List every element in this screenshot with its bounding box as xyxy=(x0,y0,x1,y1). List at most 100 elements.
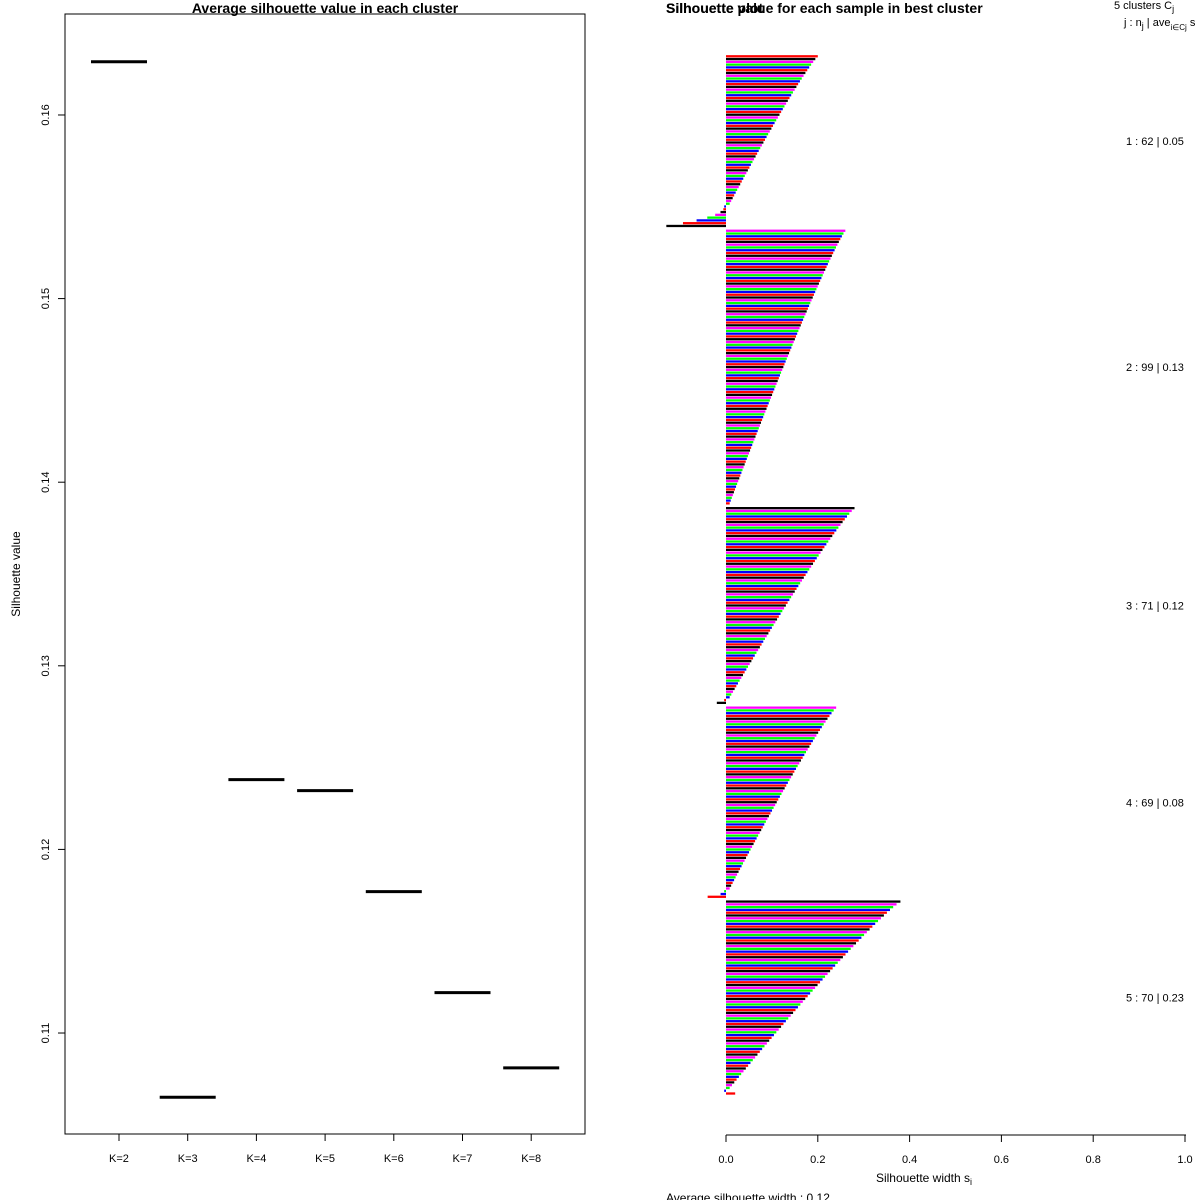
silhouette-bar xyxy=(716,701,726,704)
silhouette-bar xyxy=(726,651,757,654)
silhouette-bar xyxy=(726,562,814,565)
silhouette-bar xyxy=(726,246,836,249)
silhouette-bar xyxy=(726,466,744,469)
silhouette-bar xyxy=(726,174,745,178)
silhouette-bar xyxy=(726,956,843,959)
silhouette-bar xyxy=(726,424,760,427)
silhouette-bar xyxy=(696,219,726,222)
silhouette-bar xyxy=(726,676,742,679)
silhouette-bar xyxy=(726,881,733,885)
silhouette-bar xyxy=(726,989,813,992)
silhouette-bar xyxy=(726,262,828,266)
silhouette-bar xyxy=(726,457,747,460)
silhouette-bar xyxy=(726,834,759,837)
silhouette-bar xyxy=(724,205,726,208)
silhouette-bar xyxy=(726,609,783,613)
silhouette-bar xyxy=(726,745,810,748)
silhouette-bar xyxy=(726,817,768,821)
silhouette-bar xyxy=(726,983,818,987)
silhouette-bar xyxy=(726,714,830,718)
left-x-tick-label: K=6 xyxy=(384,1153,404,1165)
silhouette-bar xyxy=(726,485,737,488)
silhouette-bar xyxy=(726,1081,735,1084)
silhouette-bar xyxy=(726,922,876,925)
silhouette-bar xyxy=(726,607,785,610)
silhouette-bar xyxy=(726,293,814,296)
silhouette-bar xyxy=(726,776,792,779)
silhouette-bar xyxy=(726,870,739,873)
silhouette-bar xyxy=(726,759,801,762)
left-y-tick-label: 0.11 xyxy=(40,1023,52,1044)
silhouette-bar xyxy=(726,237,841,241)
silhouette-bars xyxy=(666,55,901,1095)
silhouette-bar xyxy=(726,787,785,790)
silhouette-bar xyxy=(726,463,745,466)
silhouette-bar xyxy=(726,374,780,377)
silhouette-bar xyxy=(726,421,761,424)
silhouette-bar xyxy=(726,415,764,419)
left-y-tick-label: 0.15 xyxy=(40,288,52,309)
silhouette-bar xyxy=(726,690,733,693)
silhouette-bar xyxy=(726,121,775,125)
silhouette-bar xyxy=(726,340,794,344)
silhouette-bar xyxy=(724,1089,726,1092)
silhouette-bar xyxy=(726,859,745,862)
silhouette-bar xyxy=(726,939,859,942)
silhouette-bar xyxy=(726,285,818,288)
silhouette-bar xyxy=(726,873,738,876)
silhouette-bar xyxy=(726,764,798,768)
silhouette-bar xyxy=(726,848,751,851)
silhouette-bar xyxy=(726,634,767,638)
silhouette-bar xyxy=(726,911,887,914)
silhouette-bar xyxy=(726,604,786,607)
silhouette-bar xyxy=(726,831,760,834)
left-y-axis: 0.11 0.12 0.13 0.14 0.15 0.16 xyxy=(40,104,65,1043)
silhouette-bar xyxy=(726,884,732,887)
silhouette-bar xyxy=(726,992,811,995)
silhouette-bar xyxy=(726,149,759,153)
silhouette-bar xyxy=(724,890,726,893)
left-x-axis: K=2 K=3 K=4 K=5 K=6 K=7 K=8 xyxy=(109,1134,541,1165)
silhouette-bar xyxy=(726,74,804,77)
silhouette-bar xyxy=(726,942,857,945)
silhouette-bar xyxy=(715,213,726,216)
silhouette-bar xyxy=(726,737,815,740)
silhouette-bar xyxy=(726,108,783,111)
silhouette-bar xyxy=(726,981,821,984)
cluster-label: 1 : 62 | 0.05 xyxy=(1126,136,1184,148)
silhouette-bar xyxy=(726,371,782,374)
silhouette-bar xyxy=(726,1056,756,1059)
silhouette-bar xyxy=(726,385,776,388)
silhouette-bar xyxy=(726,471,742,474)
silhouette-bar xyxy=(726,734,817,737)
silhouette-bar xyxy=(726,130,770,133)
silhouette-bar xyxy=(726,570,808,574)
silhouette-bar xyxy=(726,986,816,989)
silhouette-bar xyxy=(726,967,833,970)
silhouette-bar xyxy=(726,523,841,526)
silhouette-bar xyxy=(724,698,726,702)
silhouette-bar xyxy=(726,908,890,912)
silhouette-bar xyxy=(726,388,775,391)
silhouette-bar xyxy=(726,545,825,549)
silhouette-bar xyxy=(720,892,726,896)
silhouette-bar xyxy=(726,748,808,751)
silhouette-bar xyxy=(726,407,767,410)
silhouette-bar xyxy=(726,390,774,394)
silhouette-bar xyxy=(726,452,749,455)
silhouette-bar xyxy=(726,235,842,238)
left-x-tick-label: K=7 xyxy=(453,1153,473,1165)
left-y-axis-label: Silhouette value xyxy=(9,531,23,617)
silhouette-bar xyxy=(726,646,760,649)
silhouette-bar xyxy=(726,548,823,552)
silhouette-bar xyxy=(726,526,839,529)
silhouette-bar xyxy=(726,60,814,63)
silhouette-bar xyxy=(726,146,761,150)
left-y-tick-label: 0.14 xyxy=(40,471,52,492)
silhouette-bar xyxy=(726,271,824,274)
silhouette-bar xyxy=(726,900,901,903)
silhouette-bar xyxy=(726,499,731,502)
silhouette-bar xyxy=(726,958,841,962)
silhouette-bar xyxy=(726,587,797,590)
silhouette-bar xyxy=(726,240,839,244)
